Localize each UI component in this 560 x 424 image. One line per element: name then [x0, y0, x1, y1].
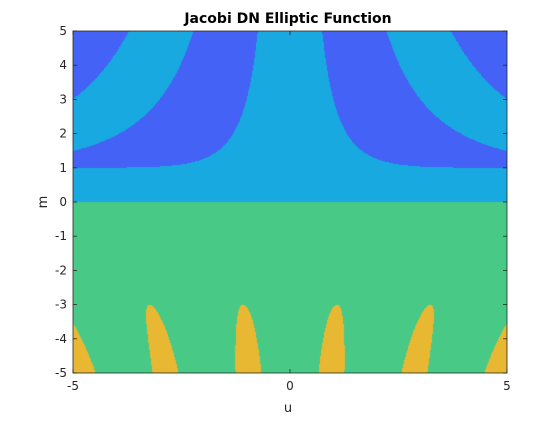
y-tick-label: 4: [59, 58, 67, 72]
plot-area: [73, 31, 507, 373]
y-tick-label: -3: [55, 298, 67, 312]
y-tick-label: 3: [59, 92, 67, 106]
contour-fill: [73, 31, 507, 373]
y-tick-label: -1: [55, 229, 67, 243]
y-tick-label: -4: [55, 332, 67, 346]
x-axis-label: u: [284, 401, 292, 416]
y-tick-label: -2: [55, 263, 67, 277]
chart-title: Jacobi DN Elliptic Function: [183, 11, 391, 27]
x-tick-label: -5: [67, 379, 79, 393]
y-tick-label: -5: [55, 366, 67, 380]
x-tick-label: 5: [503, 379, 511, 393]
x-tick-label: 0: [286, 379, 294, 393]
y-tick-label: 1: [59, 161, 67, 175]
y-tick-label: 5: [59, 24, 67, 38]
y-tick-label: 0: [59, 195, 67, 209]
y-axis-label: m: [36, 196, 51, 209]
axes: -5 0 5 -5 -4 -3 -2 -1 0 1 2 3 4 5: [55, 24, 511, 393]
y-tick-label: 2: [59, 127, 67, 141]
